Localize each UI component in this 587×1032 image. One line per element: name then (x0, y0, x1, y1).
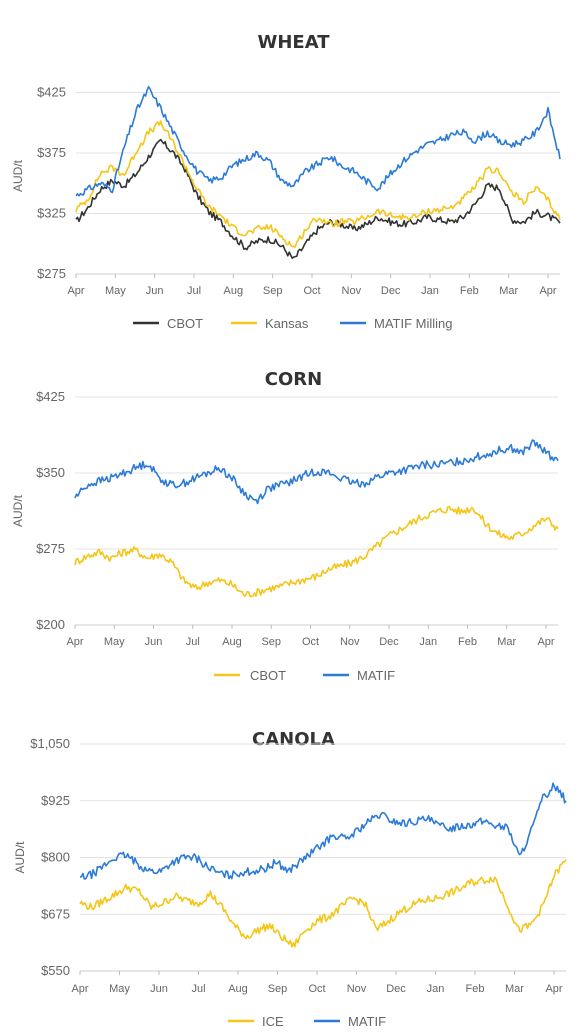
y-tick-label: $325 (37, 206, 66, 221)
x-tick-label: Jul (187, 285, 201, 297)
legend-label: ICE (262, 1014, 284, 1029)
x-tick-label: Apr (71, 983, 88, 995)
x-tick-label: Apr (539, 285, 556, 297)
y-axis-label: AUD/t (11, 159, 25, 192)
legend-label: CBOT (167, 316, 203, 331)
x-tick-label: Dec (386, 983, 406, 995)
x-tick-label: Jan (419, 636, 437, 648)
x-tick-label: Feb (460, 285, 479, 297)
x-tick-label: Jul (186, 636, 200, 648)
series-line-matif (80, 782, 567, 880)
x-tick-label: Jan (427, 983, 445, 995)
y-tick-label: $275 (36, 541, 65, 556)
x-tick-label: Sep (268, 983, 288, 995)
series-line-matif-milling (75, 85, 561, 197)
x-tick-label: Jul (191, 983, 205, 995)
series-line-cbot (74, 505, 559, 598)
y-tick-label: $800 (41, 850, 70, 865)
x-tick-label: Nov (340, 636, 360, 648)
x-tick-label: Aug (224, 285, 244, 297)
x-tick-label: Oct (308, 983, 325, 995)
x-tick-label: Apr (545, 983, 562, 995)
legend-label: MATIF Milling (374, 316, 452, 331)
chart-title: CORN (265, 369, 322, 390)
x-tick-label: Oct (302, 636, 319, 648)
x-tick-label: Mar (505, 983, 524, 995)
x-tick-label: Mar (499, 285, 518, 297)
y-tick-label: $925 (41, 793, 70, 808)
x-tick-label: Apr (537, 636, 554, 648)
x-tick-label: Apr (67, 285, 84, 297)
x-tick-label: Aug (228, 983, 248, 995)
x-tick-label: Feb (458, 636, 477, 648)
chart-title: CANOLA (252, 729, 335, 750)
y-tick-label: $425 (36, 389, 65, 404)
x-tick-label: Aug (222, 636, 242, 648)
legend-label: CBOT (250, 668, 286, 683)
y-tick-label: $1,050 (30, 736, 70, 751)
y-tick-label: $275 (37, 266, 66, 281)
series-line-matif (74, 439, 559, 505)
y-tick-label: $375 (37, 145, 66, 160)
y-tick-label: $550 (41, 963, 70, 978)
x-tick-label: Mar (497, 636, 516, 648)
x-tick-label: Sep (263, 285, 283, 297)
legend-label: MATIF (357, 668, 395, 683)
x-tick-label: Oct (303, 285, 320, 297)
y-tick-label: $425 (37, 85, 66, 100)
x-tick-label: Sep (261, 636, 281, 648)
series-line-cbot (75, 138, 561, 259)
x-tick-label: May (105, 285, 126, 297)
x-tick-label: Nov (342, 285, 362, 297)
x-tick-label: Jun (145, 636, 163, 648)
x-tick-label: Jun (146, 285, 164, 297)
x-tick-label: Feb (466, 983, 485, 995)
x-tick-label: Dec (381, 285, 401, 297)
series-line-ice (79, 859, 567, 948)
series-line-kansas (75, 120, 561, 248)
x-tick-label: Nov (347, 983, 367, 995)
legend-label: MATIF (348, 1014, 386, 1029)
x-tick-label: Dec (379, 636, 399, 648)
y-tick-label: $200 (36, 617, 65, 632)
y-axis-label: AUD/t (13, 841, 27, 874)
x-tick-label: Jan (421, 285, 439, 297)
legend-label: Kansas (265, 316, 309, 331)
y-axis-label: AUD/t (11, 494, 25, 527)
x-tick-label: May (109, 983, 130, 995)
y-tick-label: $350 (36, 465, 65, 480)
y-tick-label: $675 (41, 906, 70, 921)
x-tick-label: Apr (66, 636, 83, 648)
x-tick-label: Jun (150, 983, 168, 995)
x-tick-label: May (104, 636, 125, 648)
chart-title: WHEAT (257, 32, 330, 53)
